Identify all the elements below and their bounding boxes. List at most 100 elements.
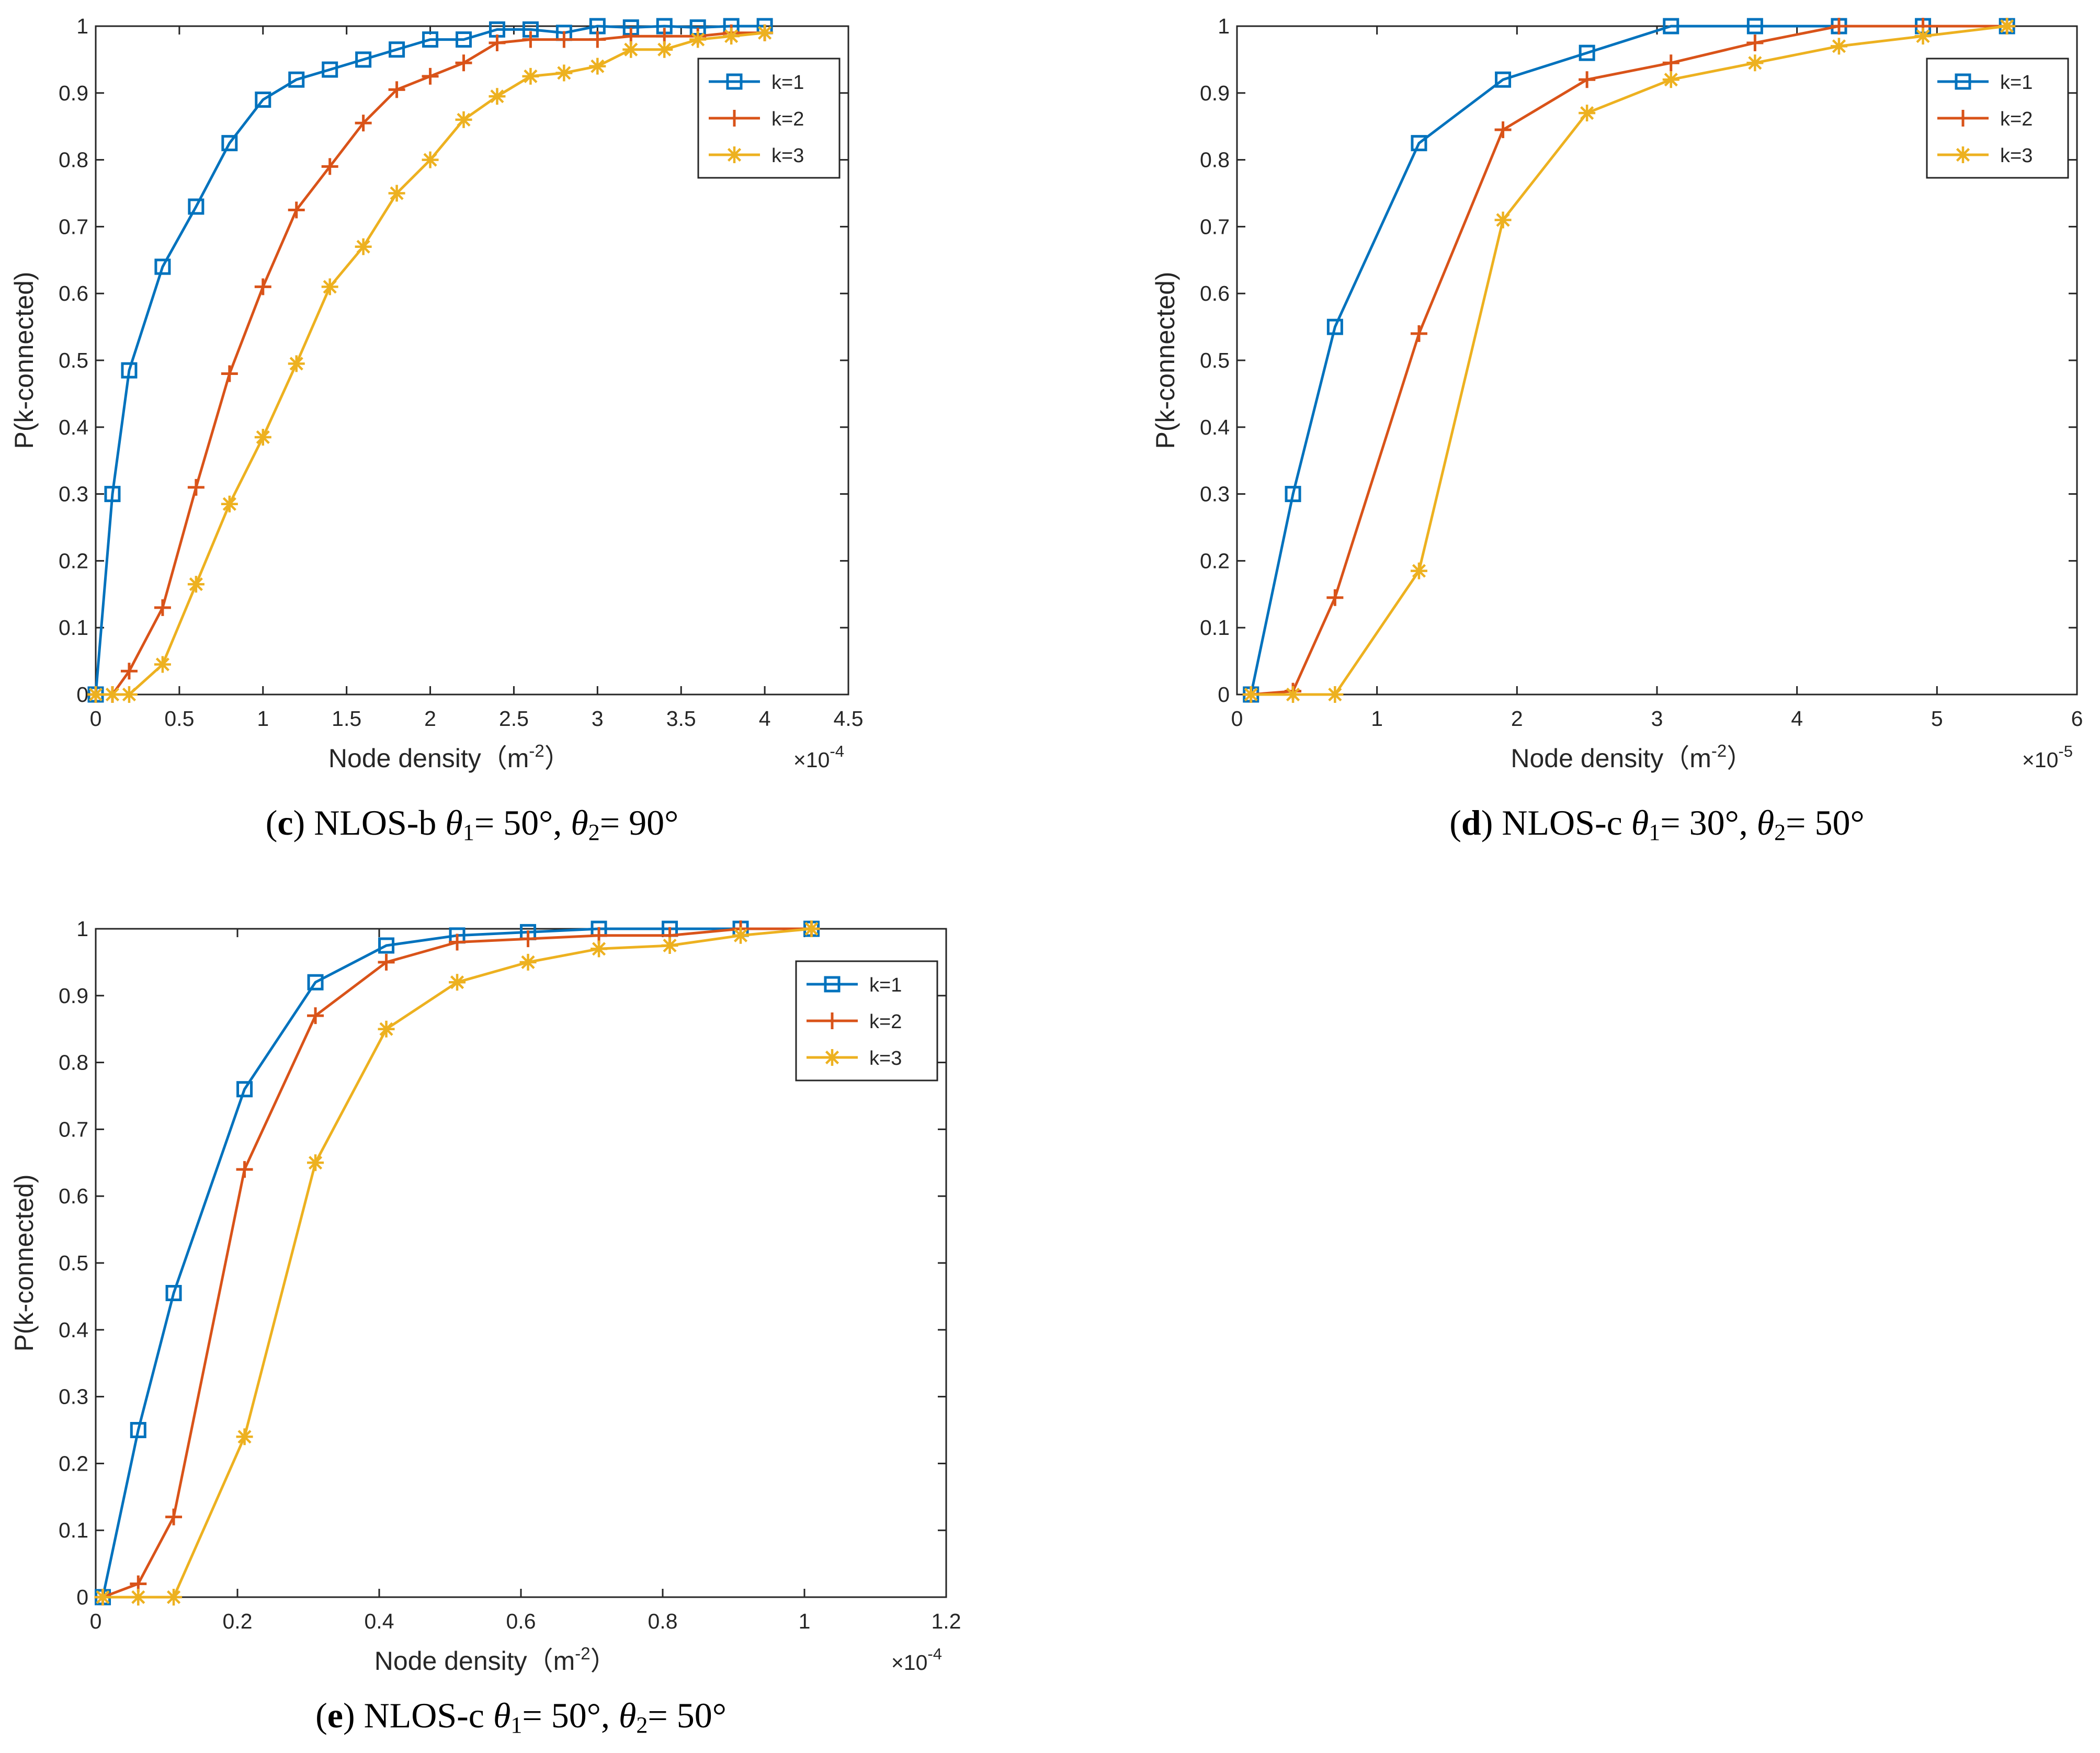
y-tick-label: 1 — [1218, 14, 1230, 38]
data-point-marker — [1242, 686, 1259, 703]
panel-c: 0 0.5 1 1.5 2 2.5 3 3.5 4 4.5 0 0.1 0.2 0.3 0.4 0.5 0.6 0… — [9, 14, 864, 845]
series-line — [101, 927, 812, 1598]
legend-marker — [726, 73, 743, 90]
data-point-marker — [236, 1161, 253, 1178]
data-point-marker — [288, 201, 305, 219]
x-tick-label: 0 — [1231, 707, 1243, 731]
caption-theta2-sub: 2 — [1774, 819, 1786, 845]
legend-label: k=1 — [2000, 72, 2033, 94]
x-tick-label: 1 — [257, 707, 269, 731]
data-point-marker — [378, 1020, 395, 1038]
y-tick-label: 0.6 — [59, 281, 88, 305]
x-tick-label: 2 — [1511, 707, 1523, 731]
y-tick-label: 0 — [76, 1585, 88, 1609]
y-tick-label: 1 — [76, 917, 88, 941]
y-tick-label: 0.9 — [1200, 81, 1230, 105]
data-point-marker — [449, 974, 466, 991]
data-point-marker — [1746, 18, 1763, 35]
series-line — [94, 25, 765, 695]
y-tick-label: 0.2 — [1200, 549, 1230, 573]
data-point-marker — [1410, 562, 1427, 579]
legend-marker — [1955, 73, 1971, 90]
x-tick-label: 0.6 — [506, 1609, 536, 1633]
data-point-marker — [130, 1589, 147, 1606]
x-tick-label: 4 — [1791, 707, 1803, 731]
data-point-marker — [555, 64, 573, 82]
data-point-marker — [689, 31, 707, 48]
data-point-marker — [321, 278, 338, 295]
y-tick-label: 0.2 — [59, 1451, 88, 1475]
legend-marker — [1955, 110, 1971, 127]
data-point-marker — [519, 953, 537, 971]
x-axis-label-main: Node density（m — [328, 744, 529, 773]
x-tick-label: 2 — [424, 707, 436, 731]
data-point-marker — [120, 686, 138, 703]
data-point-marker — [589, 31, 606, 48]
x-exponent-base: ×10 — [891, 1650, 928, 1675]
data-point-marker — [388, 185, 405, 202]
caption-prefix: NLOS-b — [314, 803, 436, 843]
y-tick-label: 0.2 — [59, 549, 88, 573]
data-point-marker — [221, 495, 238, 513]
data-point-marker — [154, 258, 171, 275]
caption-theta1-symbol: θ — [484, 1695, 510, 1735]
series-line — [102, 927, 812, 1599]
caption-theta1-sub: 1 — [510, 1712, 522, 1738]
data-point-marker — [656, 41, 673, 58]
data-point-marker — [489, 34, 506, 51]
caption-paren-close: ) — [1481, 803, 1502, 843]
y-tick-label: 0.3 — [59, 1385, 88, 1409]
data-point-marker — [1579, 44, 1595, 61]
caption-theta1-symbol: θ — [436, 803, 462, 843]
x-tick-label: 1.5 — [332, 707, 361, 731]
legend-marker — [1955, 146, 1971, 163]
caption-paren-open: ( — [1449, 803, 1461, 843]
x-tick-label: 1 — [1371, 707, 1383, 731]
data-point-marker — [254, 428, 271, 446]
data-point-marker — [1579, 71, 1596, 88]
data-point-marker — [221, 365, 238, 382]
y-tick-label: 0 — [76, 682, 88, 707]
data-point-marker — [422, 31, 439, 48]
caption-paren-open: ( — [266, 803, 278, 843]
y-tick-label: 0.6 — [1200, 281, 1230, 305]
data-point-marker — [1494, 211, 1512, 229]
data-point-marker — [130, 1422, 146, 1438]
data-point-marker — [307, 1007, 324, 1025]
data-point-marker — [555, 31, 573, 48]
data-point-marker — [307, 974, 324, 991]
y-tick-label: 0.4 — [59, 415, 88, 439]
data-point-marker — [154, 599, 171, 616]
y-tick-label: 0.7 — [59, 214, 88, 238]
y-tick-label: 0.5 — [59, 1251, 88, 1275]
data-point-marker — [522, 31, 539, 48]
data-point-marker — [322, 61, 338, 78]
data-point-marker — [1662, 54, 1679, 72]
data-point-marker — [165, 1589, 183, 1606]
caption-theta1-value: = 50°, — [474, 803, 562, 843]
series-line — [96, 31, 765, 696]
y-axis-label: P(k-connected) — [9, 1174, 39, 1351]
data-point-marker — [589, 58, 606, 75]
x-exponent: ×10-5 — [2022, 742, 2073, 772]
caption-theta2-value: = 90° — [600, 803, 679, 843]
x-tick-label: 3 — [592, 707, 604, 731]
data-point-marker — [288, 71, 305, 88]
data-point-marker — [1495, 71, 1512, 88]
data-point-marker — [378, 937, 395, 954]
data-point-marker — [1494, 121, 1512, 139]
data-point-marker — [94, 1589, 111, 1606]
data-point-marker — [104, 686, 121, 703]
x-tick-label: 4 — [759, 707, 771, 731]
x-axis-label-close: ） — [544, 744, 571, 773]
caption-paren-close: ) — [293, 803, 314, 843]
y-tick-label: 0.3 — [1200, 482, 1230, 506]
series-k=3 — [87, 24, 774, 703]
data-point-marker — [1662, 71, 1679, 88]
caption-label: d — [1461, 803, 1481, 843]
series-line — [96, 31, 765, 696]
caption-prefix: NLOS-c — [364, 1695, 484, 1735]
data-point-marker — [1746, 54, 1764, 72]
data-point-marker — [355, 51, 372, 68]
data-point-marker — [355, 238, 372, 255]
